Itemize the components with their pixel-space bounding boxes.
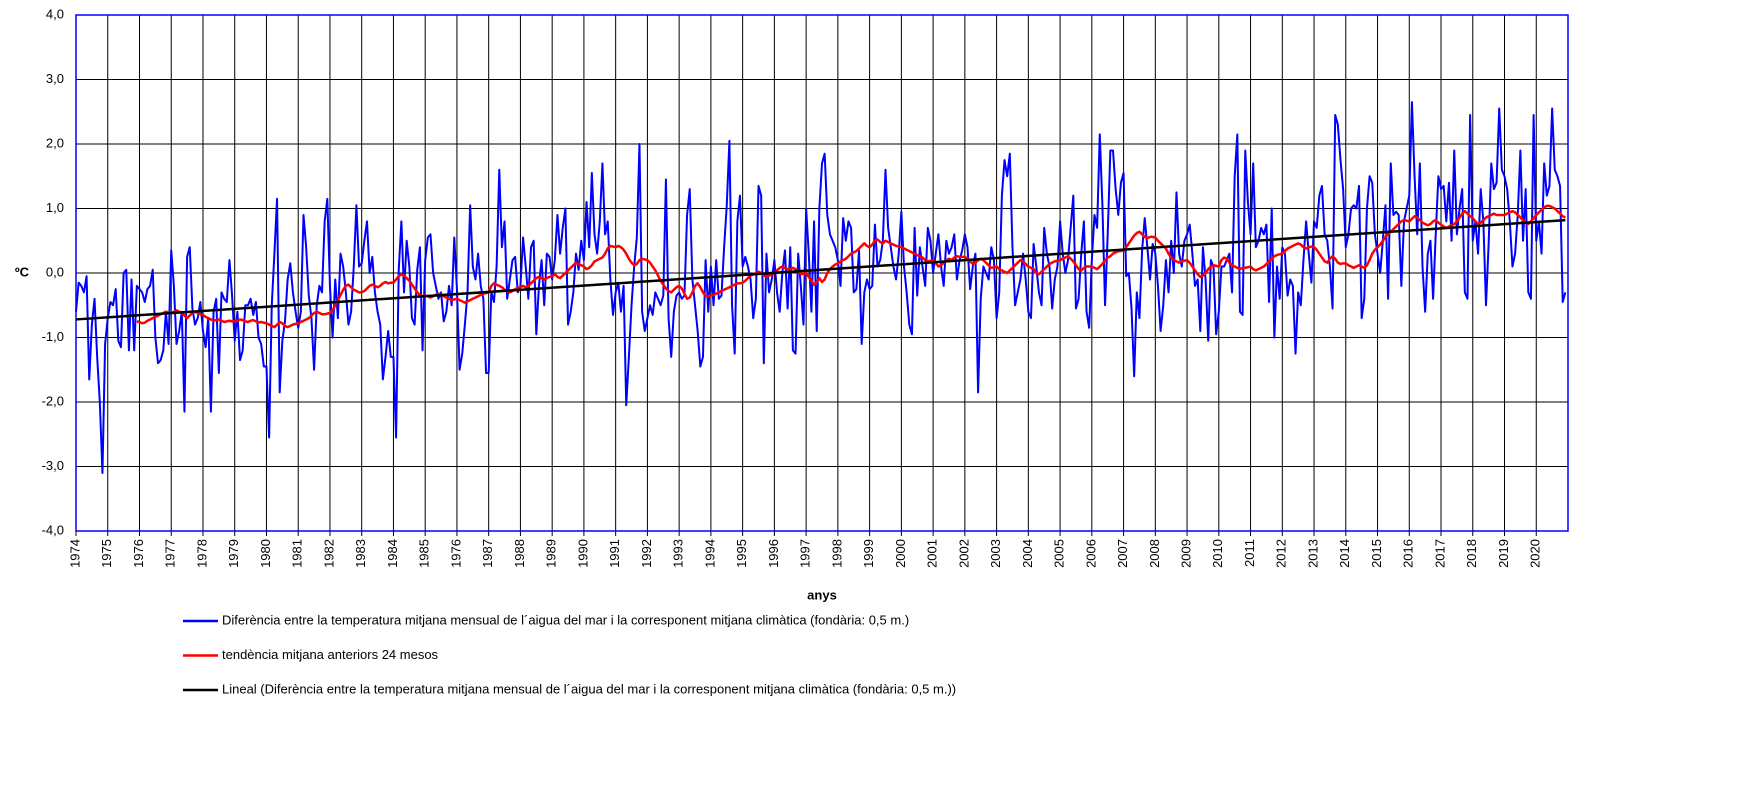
x-tick-label: 1998 [829, 539, 844, 568]
x-tick-label: 2013 [1305, 539, 1320, 568]
x-tick-label: 1976 [448, 539, 463, 568]
x-tick-label: 1984 [385, 539, 400, 568]
x-tick-label: 1996 [766, 539, 781, 568]
y-tick-label: 2,0 [46, 135, 64, 150]
x-tick-label: 2020 [1528, 539, 1543, 568]
x-tick-label: 1985 [417, 539, 432, 568]
x-axis-title: anys [807, 587, 837, 602]
x-tick-label: 2012 [1274, 539, 1289, 568]
x-tick-label: 2010 [1210, 539, 1225, 568]
x-tick-label: 1976 [131, 539, 146, 568]
x-tick-label: 2015 [1369, 539, 1384, 568]
x-tick-label: 2014 [1337, 539, 1352, 568]
x-tick-label: 1978 [194, 539, 209, 568]
trend-line [75, 218, 1566, 321]
x-tick-label: 1974 [67, 539, 82, 568]
y-tick-label: -1,0 [42, 329, 64, 344]
x-tick-label: 1993 [671, 539, 686, 568]
y-tick-label: -4,0 [42, 522, 64, 537]
x-tick-label: 1999 [861, 539, 876, 568]
y-tick-label: 1,0 [46, 200, 64, 215]
x-tick-label: 1997 [798, 539, 813, 568]
legend-label: tendència mitjana anteriors 24 mesos [222, 647, 439, 662]
x-tick-label: 2017 [1432, 539, 1447, 568]
x-tick-label: 2000 [893, 539, 908, 568]
x-tick-label: 1989 [544, 539, 559, 568]
x-tick-label: 2011 [1242, 539, 1257, 567]
x-tick-label: 2007 [1115, 539, 1130, 568]
x-tick-label: 2004 [1020, 539, 1035, 568]
series-line [75, 101, 1567, 474]
x-tick-label: 1983 [353, 539, 368, 568]
x-tick-label: 1991 [607, 539, 622, 568]
x-tick-label: 1988 [512, 539, 527, 568]
x-tick-label: 1994 [702, 539, 717, 568]
x-tick-label: 2019 [1496, 539, 1511, 568]
x-tick-label: 2009 [1179, 539, 1194, 568]
x-tick-label: 2008 [1147, 539, 1162, 568]
y-tick-label: 4,0 [46, 6, 64, 21]
x-tick-label: 1990 [575, 539, 590, 568]
x-tick-label: 1992 [639, 539, 654, 568]
x-tick-label: 1980 [258, 539, 273, 568]
x-tick-label: 2003 [988, 539, 1003, 568]
x-tick-label: 1981 [290, 539, 305, 568]
x-tick-label: 2018 [1464, 539, 1479, 568]
x-tick-label: 2006 [1083, 539, 1098, 568]
plot-frame [75, 14, 1569, 532]
x-tick-label: 1975 [99, 539, 114, 568]
y-axis-title: ºC [15, 264, 30, 279]
y-tick-label: -2,0 [42, 393, 64, 408]
legend-label: Diferència entre la temperatura mitjana … [222, 612, 909, 627]
x-tick-label: 2002 [956, 539, 971, 568]
y-tick-label: -3,0 [42, 458, 64, 473]
x-tick-label: 1987 [480, 539, 495, 568]
x-tick-label: 1982 [321, 539, 336, 568]
y-tick-label: 3,0 [46, 71, 64, 86]
series-line [136, 204, 1566, 329]
x-tick-label: 2016 [1401, 539, 1416, 568]
legend-label: Lineal (Diferència entre la temperatura … [222, 681, 956, 696]
x-tick-label: 1977 [163, 539, 178, 568]
x-tick-label: 2001 [925, 539, 940, 568]
x-tick-label: 1995 [734, 539, 749, 568]
y-tick-label: 0,0 [46, 264, 64, 279]
x-tick-label: 2005 [1052, 539, 1067, 568]
x-tick-label: 1979 [226, 539, 241, 568]
